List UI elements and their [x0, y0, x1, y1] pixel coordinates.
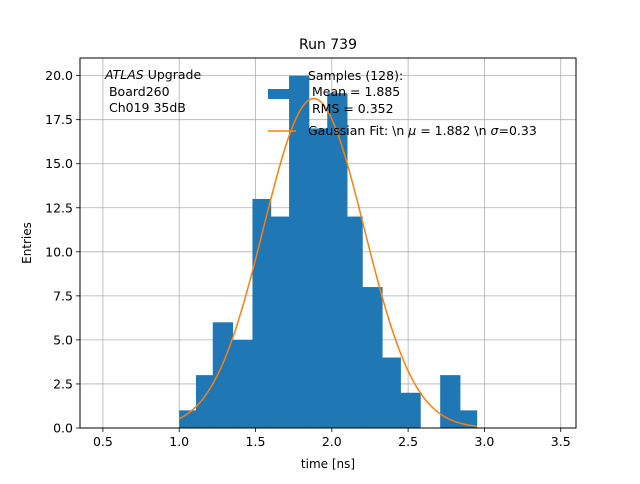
histogram-bar [400, 392, 421, 428]
y-tick-label: 0.0 [53, 421, 73, 436]
annotation-upgrade: Upgrade [144, 67, 202, 82]
annotation-line-2: Board260 [105, 84, 170, 99]
annotation-line-1: ATLAS Upgrade [104, 67, 201, 82]
annotation-line-3: Ch019 35dB [105, 100, 186, 115]
plot-frame [79, 57, 577, 429]
x-axis-ticks: 0.5 1.0 1.5 2.0 2.5 3.0 3.5 [93, 428, 571, 449]
y-tick-label: 20.0 [45, 68, 73, 83]
y-tick-label: 5.0 [53, 332, 73, 347]
histogram-bars [179, 75, 478, 428]
legend-fit-prefix: Gaussian Fit: \n [308, 123, 408, 138]
histogram-bar [308, 128, 328, 428]
histogram-bar [289, 75, 310, 428]
x-tick-label: 2.0 [322, 434, 342, 449]
histogram-bar [212, 322, 234, 428]
y-tick-label: 15.0 [45, 156, 73, 171]
legend-hist-line-2: Mean = 1.885 [308, 84, 400, 99]
histogram-bar [252, 198, 272, 428]
legend-fit-sigma-symbol: σ [491, 123, 500, 138]
y-tick-label: 7.5 [53, 288, 73, 303]
legend-fit-mu-symbol: μ [407, 123, 416, 138]
annotation-atlas: ATLAS [104, 67, 144, 82]
legend: Samples (128): Mean = 1.885 RMS = 0.352 … [268, 68, 537, 138]
chart-title: Run 739 [299, 37, 357, 53]
y-tick-label: 2.5 [53, 376, 73, 391]
y-axis-label: Entries [20, 222, 34, 264]
x-tick-label: 3.5 [551, 434, 571, 449]
x-tick-label: 0.5 [93, 434, 113, 449]
atlas-annotation: ATLAS Upgrade Board260 Ch019 35dB [104, 67, 201, 115]
x-tick-label: 2.5 [398, 434, 418, 449]
y-tick-label: 17.5 [45, 112, 73, 127]
x-tick-label: 1.0 [169, 434, 189, 449]
histogram-bar [179, 410, 197, 428]
x-tick-label: 1.5 [246, 434, 266, 449]
histogram-bar [440, 375, 461, 428]
histogram-bar [327, 93, 348, 428]
gaussian-fit-curve [178, 97, 477, 427]
y-tick-label: 10.0 [45, 244, 73, 259]
histogram-bar [362, 287, 383, 428]
legend-fit-mu-value: = 1.882 \n [416, 123, 490, 138]
x-axis-label: time [ns] [301, 457, 355, 471]
legend-hist-line-3: RMS = 0.352 [308, 101, 394, 116]
histogram-bar [232, 339, 253, 428]
legend-hist-swatch [268, 89, 296, 99]
x-tick-label: 3.0 [474, 434, 494, 449]
histogram-bar [270, 216, 290, 428]
y-axis-ticks: 0.0 2.5 5.0 7.5 10.0 12.5 15.0 17.5 20.0 [45, 68, 80, 436]
legend-fit-label: Gaussian Fit: \n μ = 1.882 \n σ=0.33 [308, 123, 537, 138]
legend-fit-sigma-value: =0.33 [498, 123, 536, 138]
histogram-bar [195, 375, 214, 428]
histogram-bar [347, 216, 363, 428]
y-tick-label: 12.5 [45, 200, 73, 215]
legend-hist-line-1: Samples (128): [308, 68, 403, 83]
histogram-bar [382, 357, 401, 428]
